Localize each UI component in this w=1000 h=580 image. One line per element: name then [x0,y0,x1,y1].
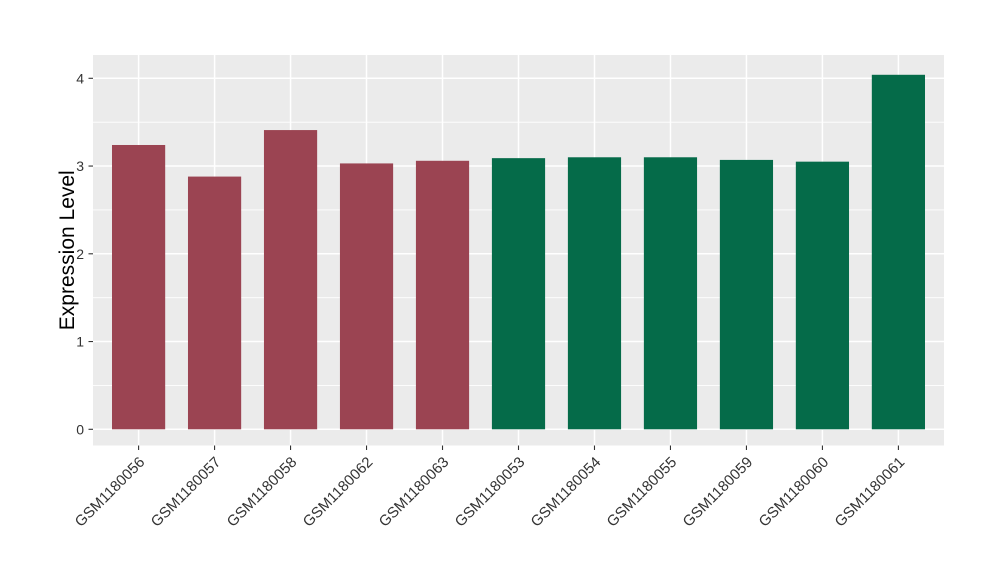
x-tick-label: GSM1180055 [604,454,681,531]
x-tick-label: GSM1180058 [224,454,301,531]
bar-GSM1180053 [491,158,546,430]
y-tick-label: 2 [76,246,84,262]
bar-GSM1180057 [187,176,242,430]
x-tick-label: GSM1180053 [452,454,529,531]
y-tick-label: 4 [76,70,84,86]
x-tick-label: GSM1180059 [680,454,757,531]
x-tick-label: GSM1180057 [148,454,225,531]
bar-GSM1180060 [795,161,850,430]
bar-GSM1180062 [339,163,394,430]
bar-GSM1180063 [415,160,470,430]
bar-GSM1180059 [719,159,774,430]
x-tick-label: GSM1180063 [376,454,453,531]
y-tick-label: 0 [76,421,84,437]
bar-GSM1180061 [871,74,926,430]
x-tick-label: GSM1180056 [72,454,149,531]
x-tick-label: GSM1180062 [300,454,377,531]
bar-GSM1180056 [111,144,166,430]
y-axis-title: Expression Level [56,170,79,330]
bar-GSM1180054 [567,157,622,430]
y-tick-label: 1 [76,334,84,350]
bar-GSM1180055 [643,157,698,430]
x-tick-label: GSM1180054 [528,454,605,531]
x-tick-label: GSM1180061 [832,454,909,531]
x-tick-label: GSM1180060 [756,454,833,531]
bar-GSM1180058 [263,130,318,430]
y-tick-label: 3 [76,158,84,174]
